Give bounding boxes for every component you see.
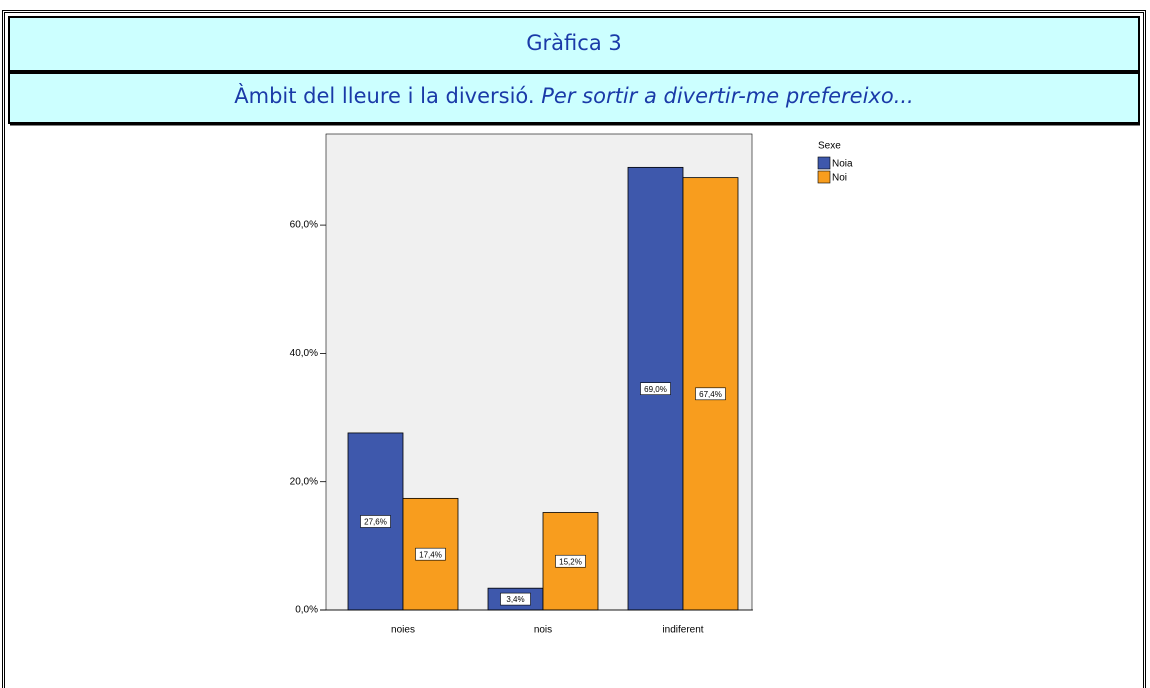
title-cell: Gràfica 3 (8, 16, 1140, 72)
value-label-box (695, 387, 726, 401)
value-label-box (360, 515, 391, 528)
value-label: 17,4% (419, 550, 442, 559)
value-label: 27,6% (364, 518, 387, 527)
subtitle-italic: Per sortir a divertir-me prefereixo... (541, 84, 914, 108)
x-tick-label: indiferent (662, 625, 703, 636)
subtitle-cell: Àmbit del lleure i la diversió. Per sort… (8, 72, 1140, 124)
x-tick-label: nois (534, 625, 552, 636)
title: Gràfica 3 (526, 31, 622, 55)
table-frame: Gràfica 3 Àmbit del lleure i la diversió… (2, 10, 1146, 688)
value-label: 67,4% (699, 390, 722, 399)
value-label-box (415, 547, 446, 561)
y-tick-label: 0,0% (295, 605, 318, 616)
value-label-box (555, 554, 586, 568)
value-label: 3,4% (506, 595, 524, 604)
legend-label: Noia (832, 159, 853, 170)
value-label: 69,0% (644, 385, 667, 394)
x-tick-label: noies (391, 625, 415, 636)
y-tick-label: 40,0% (290, 348, 318, 359)
subtitle: Àmbit del lleure i la diversió. (234, 84, 535, 108)
legend-swatch (817, 156, 831, 170)
y-tick-label: 60,0% (290, 220, 318, 231)
value-label-box (500, 592, 531, 606)
value-label: 15,2% (559, 557, 582, 566)
y-tick-label: 20,0% (290, 476, 318, 487)
value-label-box (640, 382, 671, 395)
legend-swatch (817, 170, 831, 184)
legend-label: Noi (832, 173, 847, 184)
legend-title: Sexe (818, 141, 841, 152)
